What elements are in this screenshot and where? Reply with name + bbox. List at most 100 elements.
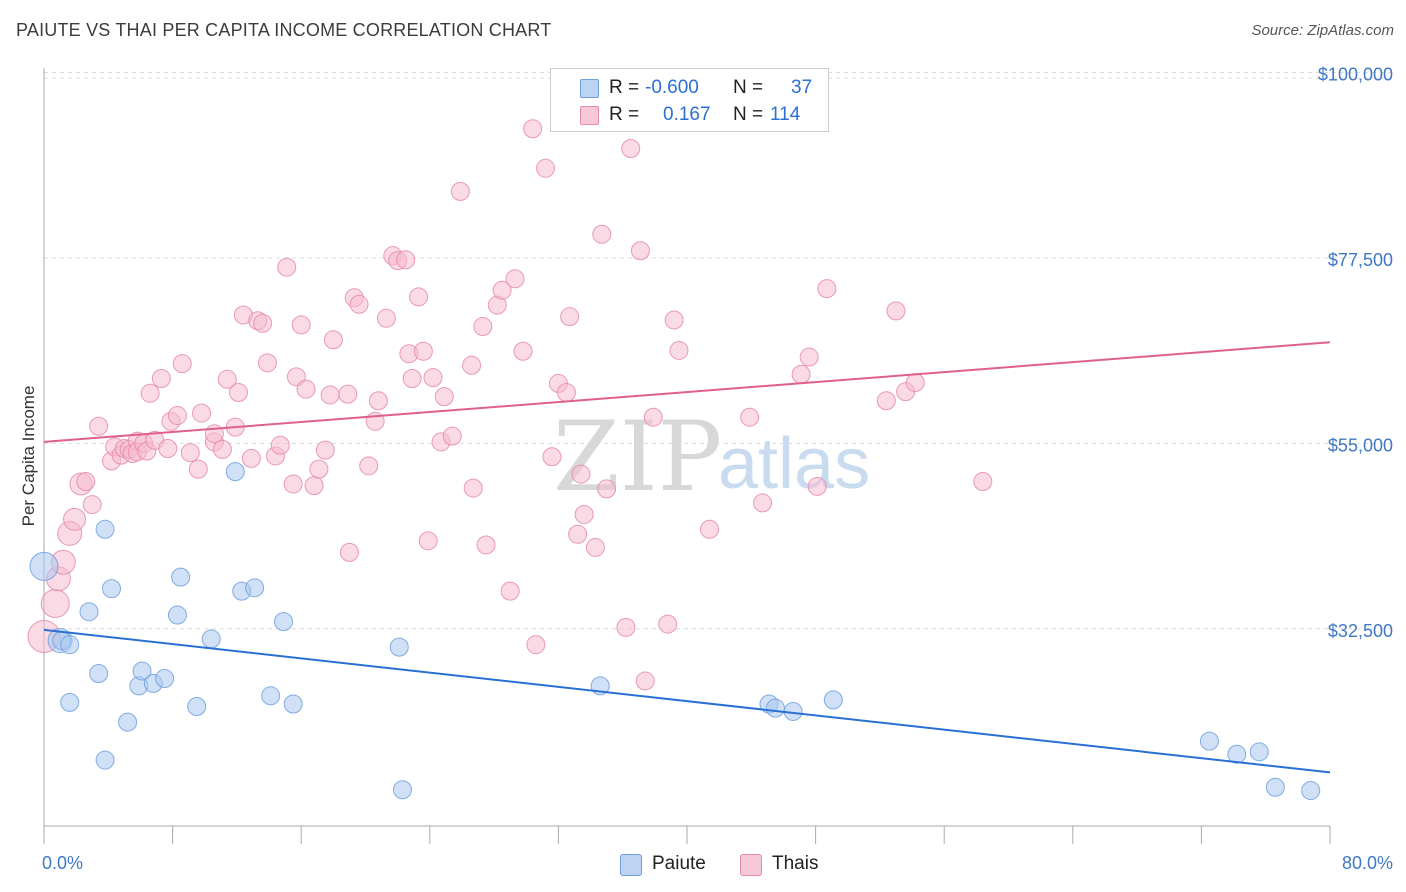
thais-point [158, 439, 178, 459]
thais-point [791, 364, 811, 384]
thais-point [526, 635, 546, 655]
thais-point [241, 448, 261, 468]
paiute-r-label: R = [609, 77, 640, 98]
thais-point [492, 280, 512, 300]
x-tick-labels: 0.0% 80.0% [42, 853, 1393, 873]
thais-point [277, 257, 297, 277]
thais-point [423, 368, 443, 388]
x-tick-label: 80.0% [1342, 853, 1393, 873]
thais-point [338, 384, 358, 404]
thais-point [462, 355, 482, 375]
thais-point [434, 387, 454, 407]
thais-point [315, 440, 335, 460]
x-tick-label: 0.0% [42, 853, 83, 873]
y-tick-label: $100,000 [1318, 64, 1393, 84]
thais-point [476, 535, 496, 555]
thais-point [320, 385, 340, 405]
paiute-point [95, 750, 115, 770]
paiute-point [765, 698, 785, 718]
thais-point [973, 471, 993, 491]
paiute-point [89, 664, 109, 684]
paiute-point [389, 637, 409, 657]
thais-point [505, 269, 525, 289]
thais-point [188, 459, 208, 479]
paiute-point [823, 690, 843, 710]
thais-point [597, 479, 617, 499]
paiute-legend-label: Paiute [652, 853, 706, 874]
thais-point [568, 524, 588, 544]
grid-lines [44, 71, 1394, 630]
paiute-n-value: 37 [791, 77, 813, 98]
thais-point [418, 531, 438, 551]
thais-point [180, 443, 200, 463]
thais-point [309, 459, 329, 479]
thais-point [339, 542, 359, 562]
series-legend: Paiute Thais [0, 851, 1406, 879]
paiute-point [60, 635, 80, 655]
thais-point [192, 403, 212, 423]
thais-swatch [580, 106, 599, 125]
thais-point [359, 456, 379, 476]
thais-point [473, 317, 493, 337]
paiute-point [132, 661, 152, 681]
thais-point [76, 471, 96, 491]
thais-point [658, 614, 678, 634]
thais-legend-swatch [740, 854, 762, 876]
y-tick-labels: $32,500 $55,000 $77,500 $100,000 [1318, 64, 1393, 640]
thais-point [513, 341, 533, 361]
thais-point [905, 373, 925, 393]
thais-point [283, 474, 303, 494]
legend-row-paiute: R = -0.600 N = 37 [551, 73, 828, 101]
thais-point [799, 347, 819, 367]
thais-point [643, 407, 663, 427]
thais-point [296, 379, 316, 399]
paiute-point [283, 694, 303, 714]
paiute-n-label: N = [733, 77, 764, 98]
thais-point [409, 287, 429, 307]
paiute-point [261, 686, 281, 706]
paiute-r-value: -0.600 [645, 77, 699, 98]
paiute-trend-line [43, 628, 1331, 774]
watermark: ZIP atlas [553, 401, 870, 513]
paiute-point [187, 696, 207, 716]
thais-point [574, 504, 594, 524]
thais-point [82, 495, 102, 515]
thais-point [450, 181, 470, 201]
thais-point [886, 301, 906, 321]
paiute-legend-swatch [620, 854, 642, 876]
thais-point [257, 353, 277, 373]
thais-r-value: 0.167 [663, 104, 711, 125]
watermark-zip: ZIP [553, 401, 722, 513]
thais-point [291, 315, 311, 335]
thais-point [442, 426, 462, 446]
thais-point [664, 310, 684, 330]
paiute-point [1249, 742, 1269, 762]
axes [43, 68, 1331, 844]
thais-point [592, 224, 612, 244]
thais-point [753, 493, 773, 513]
y-tick-label: $32,500 [1328, 621, 1393, 641]
thais-point [463, 478, 483, 498]
thais-point [151, 368, 171, 388]
thais-point [167, 406, 187, 426]
thais-point [368, 391, 388, 411]
paiute-point [245, 578, 265, 598]
thais-point [542, 447, 562, 467]
thais-point [700, 519, 720, 539]
thais-point [413, 341, 433, 361]
thais-n-value: 114 [770, 104, 801, 125]
paiute-point [274, 612, 294, 632]
paiute-point [60, 692, 80, 712]
paiute-point [167, 605, 187, 625]
y-axis-label: Per Capita Income [19, 386, 38, 527]
trend-lines [43, 341, 1331, 774]
thais-n-label: N = [733, 104, 764, 125]
thais-point [212, 439, 232, 459]
thais-point [229, 382, 249, 402]
thais-point [140, 383, 160, 403]
thais-point [556, 382, 576, 402]
thais-point [740, 407, 760, 427]
stats-legend: R = -0.600 N = 37 R = 0.167 N = 114 [550, 68, 829, 132]
paiute-swatch [580, 79, 599, 98]
